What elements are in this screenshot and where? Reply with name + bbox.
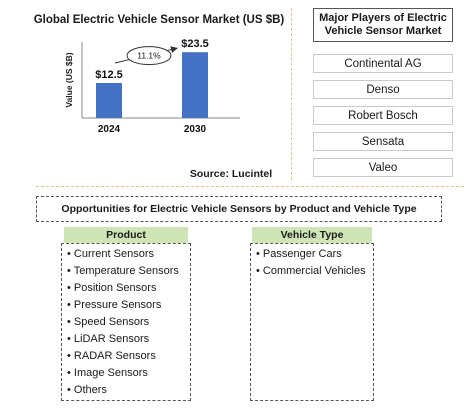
player-item: Denso — [313, 80, 453, 99]
player-item: Robert Bosch — [313, 106, 453, 125]
product-item: • Others — [67, 384, 107, 396]
vehicle-item: • Passenger Cars — [256, 248, 342, 260]
bar-2024 — [96, 83, 122, 118]
player-item: Valeo — [313, 158, 453, 177]
opportunities-title: Opportunities for Electric Vehicle Senso… — [36, 196, 442, 222]
data-label: $23.5 — [181, 38, 209, 50]
product-item: • Pressure Sensors — [67, 299, 162, 311]
vertical-divider — [291, 8, 292, 180]
cagr-label: 11.1% — [137, 51, 161, 61]
x-tick-label: 2030 — [184, 124, 207, 135]
product-item: • Temperature Sensors — [67, 265, 179, 277]
vehicle-header: Vehicle Type — [252, 227, 372, 243]
bar-2030 — [182, 52, 208, 119]
market-bar-chart: Value (US $B) $12.5 2024 $23.5 2030 11.1% — [64, 38, 240, 135]
cagr-ellipse — [126, 46, 172, 66]
vehicle-item: • Commercial Vehicles — [256, 265, 366, 277]
product-header: Product — [64, 227, 188, 243]
chart-source: Source: Lucintel — [189, 168, 273, 180]
y-axis-label: Value (US $B) — [64, 52, 74, 107]
product-item: • RADAR Sensors — [67, 350, 156, 362]
vehicle-list: • Passenger Cars • Commercial Vehicles — [250, 243, 374, 401]
horizontal-divider — [36, 186, 464, 187]
product-list: • Current Sensors • Temperature Sensors … — [61, 243, 191, 401]
product-item: • Image Sensors — [67, 367, 148, 379]
product-item: • Speed Sensors — [67, 316, 150, 328]
product-item: • Position Sensors — [67, 282, 157, 294]
player-item: Continental AG — [313, 54, 453, 73]
x-tick-label: 2024 — [98, 124, 121, 135]
product-item: • LiDAR Sensors — [67, 333, 150, 345]
chart-title: Global Electric Vehicle Sensor Market (U… — [33, 14, 285, 26]
product-item: • Current Sensors — [67, 248, 154, 260]
data-label: $12.5 — [95, 69, 123, 81]
players-title: Major Players of Electric Vehicle Sensor… — [313, 8, 453, 42]
player-item: Sensata — [313, 132, 453, 151]
